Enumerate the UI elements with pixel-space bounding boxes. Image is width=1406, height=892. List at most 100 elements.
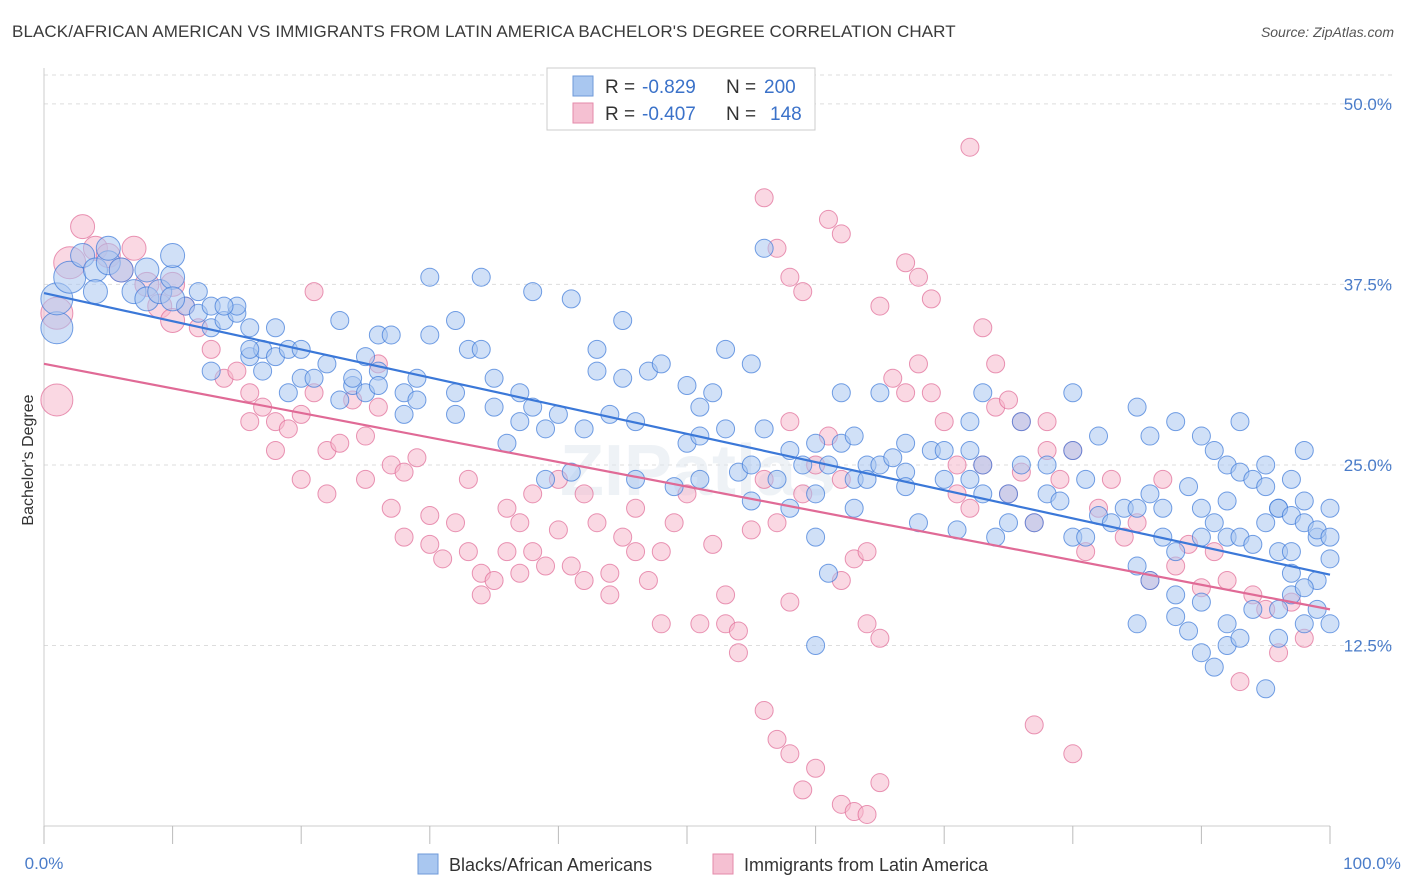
point-black — [1320, 614, 1340, 634]
point-black — [806, 484, 826, 504]
point-black — [40, 311, 74, 345]
point-black — [82, 279, 108, 305]
point-black — [1011, 455, 1031, 475]
point-latin-america — [484, 570, 504, 590]
point-latin-america — [536, 556, 556, 576]
point-latin-america — [381, 498, 401, 518]
trend-line-black — [43, 292, 1331, 576]
point-latin-america — [497, 542, 517, 562]
point-black — [108, 257, 134, 283]
point-black — [613, 311, 633, 331]
point-latin-america — [896, 253, 916, 273]
point-latin-america — [201, 339, 221, 359]
point-black — [407, 368, 427, 388]
point-latin-america — [793, 282, 813, 302]
x-tick-label-max: 100.0% — [1343, 854, 1401, 873]
legend-swatch-blue — [572, 75, 594, 97]
point-latin-america — [947, 455, 967, 475]
point-black — [754, 238, 774, 258]
point-latin-america — [1230, 672, 1250, 692]
point-latin-america — [780, 267, 800, 287]
point-black — [587, 339, 607, 359]
point-black — [304, 368, 324, 388]
point-latin-america — [446, 513, 466, 533]
point-latin-america — [407, 448, 427, 468]
point-black — [394, 404, 414, 424]
chart-title: BLACK/AFRICAN AMERICAN VS IMMIGRANTS FRO… — [12, 22, 956, 41]
point-black — [484, 397, 504, 417]
point-latin-america — [356, 469, 375, 489]
point-black — [160, 264, 186, 290]
point-black — [1294, 614, 1314, 634]
point-latin-america — [433, 549, 453, 569]
point-latin-america — [458, 542, 478, 562]
bottom-legend-swatch-blue — [417, 853, 439, 875]
point-latin-america — [600, 585, 620, 605]
point-black — [1243, 534, 1263, 554]
point-black — [1256, 455, 1276, 475]
point-black — [265, 318, 285, 338]
bottom-legend-label-blue: Blacks/African Americans — [449, 855, 652, 875]
point-latin-america — [638, 570, 658, 590]
point-latin-america — [240, 412, 260, 432]
point-black — [523, 397, 543, 417]
point-black — [960, 412, 980, 432]
point-black — [883, 448, 903, 468]
point-black — [587, 361, 607, 381]
point-latin-america — [510, 513, 530, 533]
x-tick-label-min: 0.0% — [25, 854, 64, 873]
point-black — [1024, 513, 1044, 533]
point-black — [1140, 426, 1160, 446]
point-black — [1307, 599, 1327, 619]
point-black — [741, 455, 761, 475]
point-black — [806, 433, 826, 453]
trend-lines — [43, 292, 1331, 611]
point-latin-america — [870, 296, 890, 316]
point-latin-america — [40, 383, 74, 417]
point-latin-america — [561, 556, 581, 576]
bottom-legend: Blacks/African Americans Immigrants from… — [417, 853, 989, 875]
point-black — [484, 368, 504, 388]
point-black — [1166, 412, 1186, 432]
legend-r-label-2: R = — [605, 104, 635, 125]
point-black — [1166, 542, 1186, 562]
point-black — [240, 339, 260, 359]
point-black — [446, 404, 466, 424]
point-black — [278, 383, 298, 403]
point-latin-america — [523, 484, 543, 504]
point-latin-america — [921, 289, 941, 309]
grid: 12.5% 25.0% 37.5% 50.0% — [44, 74, 1392, 655]
point-black — [1153, 498, 1173, 518]
point-black — [240, 318, 260, 338]
point-black — [510, 412, 530, 432]
point-latin-america — [356, 426, 375, 446]
point-latin-america — [626, 542, 646, 562]
point-black — [806, 635, 826, 655]
point-latin-america — [651, 614, 671, 634]
point-black — [613, 368, 633, 388]
point-latin-america — [908, 354, 928, 374]
point-latin-america — [921, 383, 941, 403]
point-latin-america — [574, 570, 594, 590]
point-black — [1217, 491, 1237, 511]
point-latin-america — [870, 773, 890, 793]
point-black — [1191, 498, 1211, 518]
point-latin-america — [70, 214, 96, 240]
point-black — [1294, 491, 1314, 511]
point-latin-america — [587, 513, 607, 533]
point-black — [330, 390, 350, 410]
point-latin-america — [317, 484, 337, 504]
point-black — [1063, 383, 1083, 403]
trend-line-latin-america — [43, 362, 1331, 611]
point-latin-america — [780, 412, 800, 432]
point-black — [317, 354, 337, 374]
point-latin-america — [265, 441, 285, 460]
point-black — [1281, 542, 1301, 562]
point-black — [999, 513, 1018, 533]
point-latin-america — [857, 542, 877, 562]
point-black — [1191, 527, 1211, 547]
point-black — [1243, 599, 1263, 619]
point-latin-america — [471, 585, 491, 605]
point-black — [1050, 491, 1070, 511]
